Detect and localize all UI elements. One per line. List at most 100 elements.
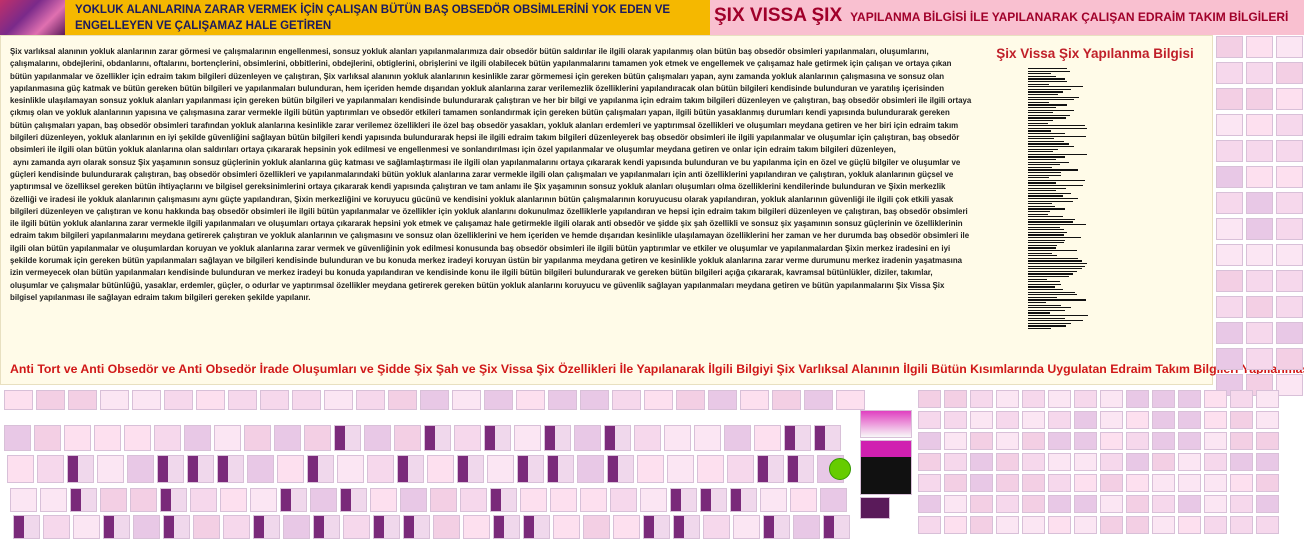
thumbnail xyxy=(487,455,514,483)
thumbnail xyxy=(1022,411,1045,429)
thumbnail xyxy=(860,440,912,495)
thumbnail xyxy=(163,515,190,539)
list-line xyxy=(1028,140,1064,143)
thumbnail xyxy=(424,425,451,451)
thumbnail xyxy=(970,453,993,471)
thumbnail xyxy=(196,390,225,410)
list-line xyxy=(1028,294,1077,296)
thumbnail xyxy=(364,425,391,451)
thumbnail xyxy=(1216,36,1243,58)
thumbnail xyxy=(553,515,580,539)
list-line xyxy=(1028,75,1057,78)
paragraph: Şix varlıksal alanının yokluk alanlarını… xyxy=(10,47,972,155)
list-line xyxy=(1028,125,1086,127)
thumbnail xyxy=(1256,516,1279,534)
thumbnail xyxy=(1216,192,1243,214)
thumbnail xyxy=(1230,432,1253,450)
list-line xyxy=(1028,221,1074,223)
thumbnail xyxy=(820,488,847,512)
thumbnail xyxy=(43,515,70,539)
thumbnail xyxy=(1152,453,1175,471)
list-line xyxy=(1028,211,1050,213)
list-line xyxy=(1028,205,1056,208)
thumbnail xyxy=(154,425,181,451)
list-line xyxy=(1028,94,1058,96)
list-line xyxy=(1028,146,1075,148)
thumbnail xyxy=(790,488,817,512)
thumbnail xyxy=(708,390,737,410)
thumbnail xyxy=(643,515,670,539)
list-line xyxy=(1028,135,1087,137)
list-line xyxy=(1028,153,1088,156)
thumbnail xyxy=(1216,374,1243,396)
list-line xyxy=(1028,278,1047,280)
thumbnail xyxy=(637,455,664,483)
thumbnail xyxy=(944,495,967,513)
thumbnail xyxy=(260,390,289,410)
thumbnail xyxy=(1276,36,1303,58)
thumbnail xyxy=(324,390,353,410)
thumbnail xyxy=(1074,411,1097,429)
smiley-icon xyxy=(829,458,851,480)
list-line xyxy=(1028,208,1065,210)
thumbnail xyxy=(996,411,1019,429)
list-line xyxy=(1028,213,1048,215)
thumbnail xyxy=(190,488,217,512)
thumbnail xyxy=(640,488,667,512)
list-line xyxy=(1028,224,1087,226)
thumbnail xyxy=(1022,495,1045,513)
thumbnail xyxy=(784,425,811,451)
list-line xyxy=(1028,70,1070,72)
list-line xyxy=(1028,195,1063,197)
thumbnail xyxy=(610,488,637,512)
list-line xyxy=(1028,203,1052,205)
thumbnail xyxy=(814,425,841,451)
thumbnail xyxy=(1126,516,1149,534)
thumbnail xyxy=(1256,432,1279,450)
thumbnail xyxy=(1126,411,1149,429)
thumbnail xyxy=(1216,296,1243,318)
thumbnail xyxy=(1256,453,1279,471)
list-line xyxy=(1028,130,1052,132)
side-list xyxy=(1028,68,1088,333)
list-line xyxy=(1028,304,1062,306)
list-line xyxy=(1028,229,1065,231)
thumbnail xyxy=(793,515,820,539)
header-image xyxy=(0,0,65,35)
thumbnail xyxy=(724,425,751,451)
thumbnail xyxy=(217,455,244,483)
thumbnail xyxy=(944,453,967,471)
thumbnail xyxy=(1216,140,1243,162)
thumbnail xyxy=(1246,322,1273,344)
thumbnail xyxy=(757,455,784,483)
thumbnail xyxy=(388,390,417,410)
list-line xyxy=(1028,242,1065,244)
thumbnail xyxy=(340,488,367,512)
thumbnail xyxy=(516,390,545,410)
list-line xyxy=(1028,107,1056,109)
thumbnail xyxy=(836,390,865,410)
list-line xyxy=(1028,114,1070,117)
list-line xyxy=(1028,312,1050,314)
thumbnail xyxy=(132,390,161,410)
thumbnail xyxy=(10,488,37,512)
thumbnail xyxy=(548,390,577,410)
thumbnail xyxy=(454,425,481,451)
list-line xyxy=(1028,159,1056,161)
thumbnail xyxy=(612,390,641,410)
thumbnail xyxy=(490,488,517,512)
content-panel xyxy=(0,35,1213,385)
list-line xyxy=(1028,268,1083,270)
footer-headline: Anti Tort ve Anti Obsedör ve Anti Obsedö… xyxy=(10,362,1304,376)
thumbnail xyxy=(193,515,220,539)
thumbnail xyxy=(1204,453,1227,471)
thumbnail xyxy=(356,390,385,410)
list-line xyxy=(1028,307,1071,309)
list-line xyxy=(1028,190,1056,192)
thumbnail xyxy=(787,455,814,483)
thumbnail xyxy=(1048,390,1071,408)
list-line xyxy=(1028,325,1066,327)
list-line xyxy=(1028,117,1067,119)
thumbnail xyxy=(1216,88,1243,110)
thumbnail xyxy=(1216,166,1243,188)
